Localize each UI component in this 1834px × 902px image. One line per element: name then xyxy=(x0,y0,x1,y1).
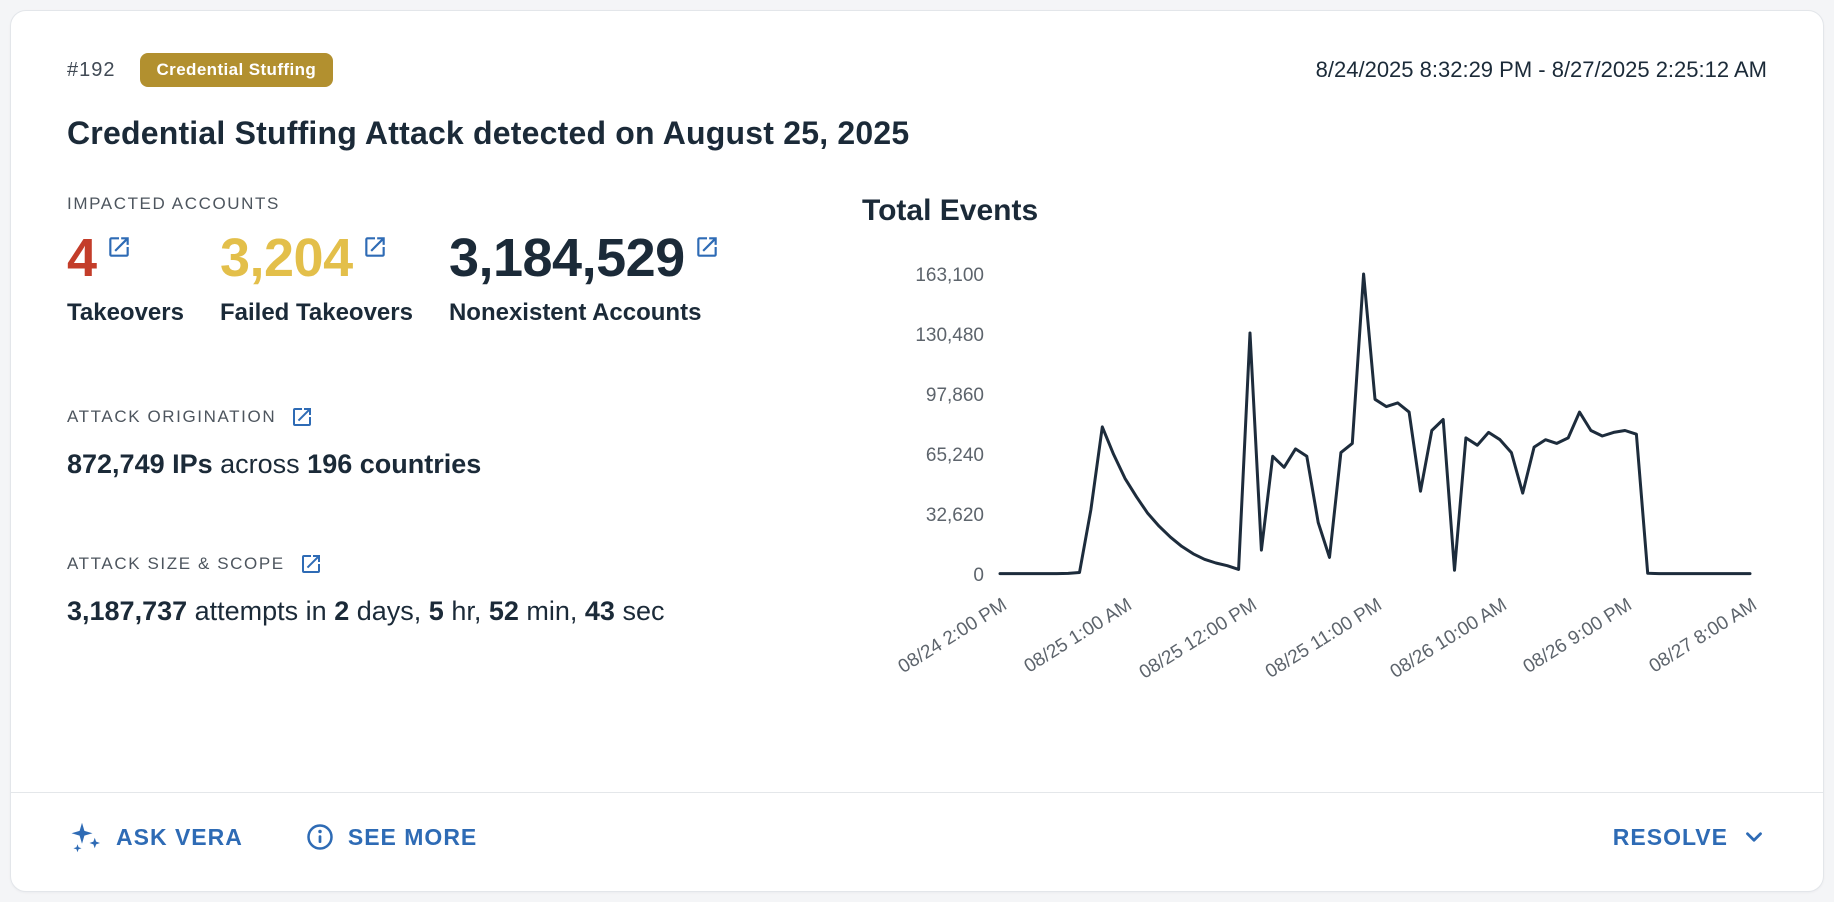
impacted-accounts-stats: 4 Takeovers 3,204 Failed Takeovers 3,184,529… xyxy=(67,230,862,327)
total-events-line-chart: 0 32,620 65,240 97,860 130,480 163,100 08/24 2… xyxy=(895,265,1761,683)
ask-vera-label: ASK VERA xyxy=(116,823,243,850)
y-axis-tick-label: 97,860 xyxy=(926,385,984,406)
text-segment: across xyxy=(212,448,308,479)
stat-value: 3,204 xyxy=(219,228,353,288)
stat-label: Nonexistent Accounts xyxy=(448,298,702,326)
incident-details: IMPACTED ACCOUNTS 4 Takeovers 3,204 Failed … xyxy=(67,194,862,792)
x-axis-tick-label: 08/25 12:00 PM xyxy=(1136,594,1261,683)
resolve-button[interactable]: RESOLVE xyxy=(1613,824,1767,851)
stat-nonexistent-accounts: 3,184,529 Nonexistent Accounts xyxy=(449,230,720,327)
events-chart-panel: Total Events 0 32,620 65,240 97,860 130,480 1… xyxy=(862,194,1767,792)
chevron-down-icon xyxy=(1741,824,1767,850)
external-link-icon[interactable] xyxy=(106,234,132,260)
text-segment: days, xyxy=(349,595,429,626)
text-segment: 52 xyxy=(488,595,519,626)
stat-takeovers: 4 Takeovers xyxy=(67,230,184,327)
text-segment: 872,749 IPs xyxy=(67,448,213,479)
incident-id: #192 xyxy=(67,58,116,81)
see-more-label: SEE MORE xyxy=(347,823,478,850)
stat-label: Failed Takeovers xyxy=(219,298,413,326)
footer-divider xyxy=(11,792,1823,793)
attack-type-badge: Credential Stuffing xyxy=(139,53,334,87)
attack-origination-summary: 872,749 IPs across 196 countries xyxy=(67,449,862,480)
y-axis-tick-label: 163,100 xyxy=(915,265,984,286)
incident-card: #192 Credential Stuffing 8/24/2025 8:32:… xyxy=(10,10,1824,892)
attack-size-scope-label: ATTACK SIZE & SCOPE xyxy=(67,553,285,573)
x-axis-tick-label: 08/25 1:00 AM xyxy=(1021,594,1136,677)
text-segment: 196 countries xyxy=(307,448,482,479)
incident-title: Credential Stuffing Attack detected on A… xyxy=(67,115,910,151)
events-series-line xyxy=(998,272,1752,576)
card-footer: ASK VERA SEE MORE RESOLVE xyxy=(67,793,1767,871)
external-link-icon[interactable] xyxy=(694,234,720,260)
attack-size-scope-section-label: ATTACK SIZE & SCOPE xyxy=(67,552,862,576)
x-axis-tick-label: 08/27 8:00 AM xyxy=(1646,594,1761,677)
impacted-accounts-label: IMPACTED ACCOUNTS xyxy=(67,194,280,213)
x-axis-tick-label: 08/26 10:00 AM xyxy=(1387,594,1511,682)
card-header: #192 Credential Stuffing 8/24/2025 8:32:… xyxy=(67,53,1767,87)
stat-failed-takeovers: 3,204 Failed Takeovers xyxy=(220,230,413,327)
x-axis-tick-label: 08/25 11:00 PM xyxy=(1262,594,1386,682)
attack-origination-label: ATTACK ORIGINATION xyxy=(67,406,277,426)
x-axis-tick-label: 08/24 2:00 PM xyxy=(895,594,1011,677)
text-segment: 3,187,737 xyxy=(67,595,188,626)
ask-vera-button[interactable]: ASK VERA xyxy=(67,819,243,855)
incident-date-range: 8/24/2025 8:32:29 PM - 8/27/2025 2:25:12… xyxy=(1315,57,1767,82)
text-segment: attempts in xyxy=(187,595,335,626)
info-icon xyxy=(305,822,335,852)
impacted-accounts-section-label: IMPACTED ACCOUNTS xyxy=(67,194,862,214)
sparkle-icon xyxy=(67,819,103,855)
external-link-icon[interactable] xyxy=(362,234,388,260)
see-more-button[interactable]: SEE MORE xyxy=(305,822,477,852)
chart-title: Total Events xyxy=(862,194,1039,227)
external-link-icon[interactable] xyxy=(299,552,323,576)
attack-size-scope-summary: 3,187,737 attempts in 2 days, 5 hr, 52 m… xyxy=(67,596,862,627)
text-segment: 5 xyxy=(428,595,444,626)
y-axis-tick-label: 32,620 xyxy=(926,505,984,526)
y-axis-tick-label: 65,240 xyxy=(926,445,984,466)
card-content: IMPACTED ACCOUNTS 4 Takeovers 3,204 Failed … xyxy=(67,194,1767,792)
text-segment: 2 xyxy=(334,595,350,626)
text-segment: hr, xyxy=(443,595,489,626)
x-axis-tick-label: 08/26 9:00 PM xyxy=(1520,594,1636,677)
y-axis-tick-label: 130,480 xyxy=(915,325,984,346)
text-segment: sec xyxy=(614,595,665,626)
text-segment: min, xyxy=(518,595,585,626)
stat-value: 4 xyxy=(67,228,97,288)
stat-label: Takeovers xyxy=(67,298,184,326)
stat-value: 3,184,529 xyxy=(448,228,685,288)
resolve-label: RESOLVE xyxy=(1612,823,1728,850)
attack-origination-section-label: ATTACK ORIGINATION xyxy=(67,405,862,429)
text-segment: 43 xyxy=(584,595,615,626)
y-axis-tick-label: 0 xyxy=(973,565,984,586)
external-link-icon[interactable] xyxy=(290,405,314,429)
